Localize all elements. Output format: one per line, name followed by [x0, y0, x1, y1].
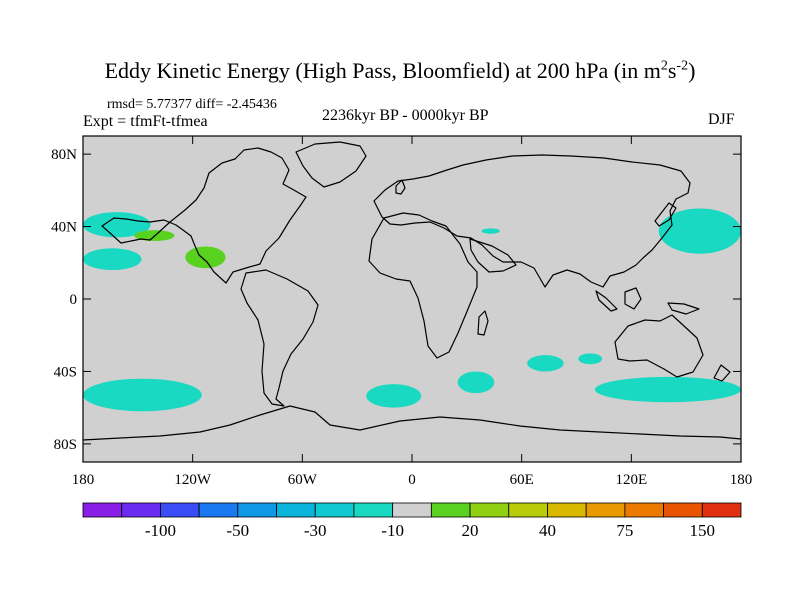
region-south-atlantic-band: [366, 384, 422, 408]
colorbar-swatch: [469, 502, 510, 518]
region-southern-ocean-australia: [594, 376, 741, 403]
colorbar-label: -10: [381, 521, 404, 540]
coast-greenland: [295, 141, 367, 188]
coast-madagascar: [477, 310, 489, 336]
y-tick-label: 40N: [51, 220, 77, 236]
y-tick-label: 40S: [54, 364, 77, 380]
x-tick-label: 0: [408, 472, 416, 488]
colorbar-swatch: [353, 502, 394, 518]
colorbar-swatch: [82, 502, 123, 518]
coast-antarctica: [83, 405, 741, 441]
colorbar-swatch: [663, 502, 703, 518]
region-north-pacific-east-lower: [83, 248, 142, 271]
coast-africa: [368, 212, 478, 359]
region-south-indian-3: [578, 353, 603, 365]
y-tick-label: 0: [70, 292, 78, 308]
colorbar-label: 150: [690, 521, 716, 540]
region-pacific-positive-2: [185, 246, 226, 269]
colorbar-swatch: [160, 502, 200, 518]
y-tick-label: 80N: [51, 147, 77, 163]
coast-sumatra: [595, 290, 618, 312]
colorbar-label: 20: [462, 521, 479, 540]
y-tick-label: 80S: [54, 437, 77, 453]
colorbar-swatch: [547, 502, 587, 518]
coast-new-zealand: [713, 364, 731, 382]
region-north-pacific-west: [658, 208, 741, 254]
chart-title: Eddy Kinetic Energy (High Pass, Bloomfie…: [104, 58, 696, 83]
x-tick-label: 120E: [615, 472, 647, 488]
stats-line: rmsd= 5.77377 diff= -2.45436: [107, 97, 277, 112]
anomaly-regions: [83, 208, 741, 412]
colorbar-swatch: [276, 502, 316, 518]
colorbar-label: 40: [539, 521, 556, 540]
coast-british-isles: [395, 179, 406, 195]
colorbar-swatch: [430, 502, 471, 518]
colorbar-label: -30: [304, 521, 327, 540]
y-axis: 80N 40N 0 40S 80S: [51, 147, 741, 453]
x-tick-label: 60E: [510, 472, 534, 488]
region-south-indian-2: [527, 355, 564, 372]
coast-eurasia: [373, 154, 691, 288]
colorbar-label: -100: [145, 521, 176, 540]
colorbar-label: 75: [616, 521, 633, 540]
x-tick-label: 60W: [288, 472, 318, 488]
period-label: 2236kyr BP - 0000kyr BP: [322, 107, 489, 124]
colorbar-swatch: [624, 502, 664, 518]
colorbar-swatch: [198, 502, 239, 518]
colorbar-swatch: [392, 502, 432, 518]
region-south-indian-1: [457, 371, 495, 394]
colorbar: -100 -50 -30 -10 20 40 75 150: [82, 502, 742, 540]
x-axis: 180 120W 60W 0 60E 120E 180: [72, 136, 753, 488]
region-north-pacific-east-band: [83, 212, 151, 238]
season-label: DJF: [708, 111, 735, 128]
experiment-label: Expt = tfmFt-tfmea: [83, 113, 208, 130]
coast-japan: [654, 202, 677, 227]
region-south-pacific-band: [83, 378, 202, 412]
colorbar-swatch: [701, 502, 742, 518]
region-mediterranean-patch: [481, 228, 500, 234]
coast-north-america: [101, 147, 307, 284]
coast-south-america: [240, 269, 319, 407]
x-tick-label: 120W: [174, 472, 212, 488]
colorbar-swatch: [314, 502, 355, 518]
coast-australia: [614, 314, 704, 378]
coast-new-guinea: [667, 302, 700, 315]
colorbar-swatch: [585, 502, 626, 518]
colorbar-swatch: [508, 502, 548, 518]
colorbar-label: -50: [226, 521, 249, 540]
colorbar-swatch: [121, 502, 161, 518]
x-tick-label: 180: [730, 472, 753, 488]
coast-arabia: [469, 238, 517, 273]
coastlines: [83, 141, 741, 441]
coast-borneo: [624, 287, 642, 310]
colorbar-swatch: [237, 502, 277, 518]
map-background: [83, 136, 741, 462]
x-tick-label: 180: [72, 472, 95, 488]
